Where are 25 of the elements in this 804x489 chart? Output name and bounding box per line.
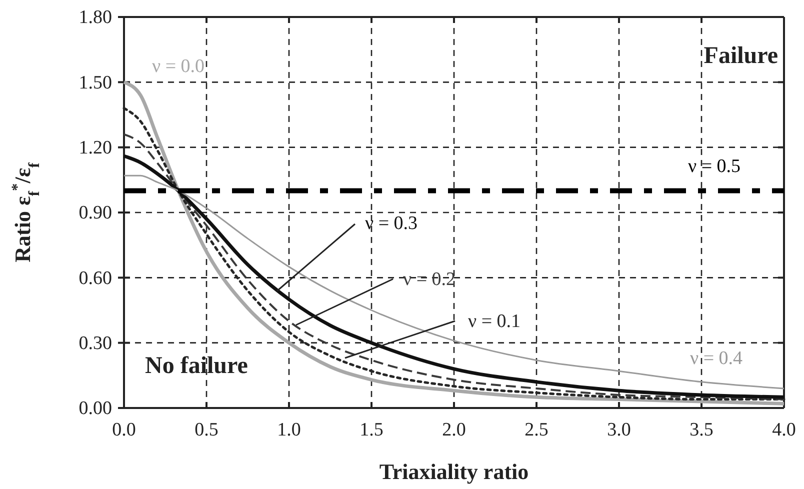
annotation: No failure — [145, 353, 248, 379]
series-label: ν = 0.5 — [688, 156, 741, 177]
x-tick-label: 1.5 — [360, 419, 384, 440]
x-tick-label: 3.5 — [690, 419, 714, 440]
y-tick-label: 0.60 — [78, 268, 112, 289]
x-axis-title: Triaxiality ratio — [379, 459, 529, 484]
x-tick-label: 4.0 — [772, 419, 796, 440]
y-tick-label: 0.00 — [78, 398, 112, 420]
y-tick-label: 0.90 — [78, 202, 112, 224]
text: ν = 0.1 — [468, 311, 521, 332]
y-tick-label: 1.50 — [78, 72, 112, 94]
text: ν = 0.3 — [365, 213, 418, 234]
x-tick-label: 3.0 — [607, 419, 631, 440]
x-tick-label: 1.0 — [277, 419, 301, 440]
y-tick-label: 1.80 — [78, 7, 112, 28]
series-label: ν = 0.4 — [690, 348, 744, 369]
x-tick-label: 2.5 — [524, 419, 548, 440]
x-tick-label: 2.0 — [442, 419, 466, 440]
x-tick-label: 0.5 — [194, 419, 218, 440]
text: ν = 0.2 — [403, 269, 456, 290]
y-tick-label: 0.30 — [78, 332, 112, 354]
x-tick-label: 0.0 — [112, 419, 136, 440]
series-label: ν = 0.0 — [152, 56, 205, 77]
y-tick-label: 1.20 — [78, 137, 112, 158]
annotation: Failure — [704, 43, 778, 69]
